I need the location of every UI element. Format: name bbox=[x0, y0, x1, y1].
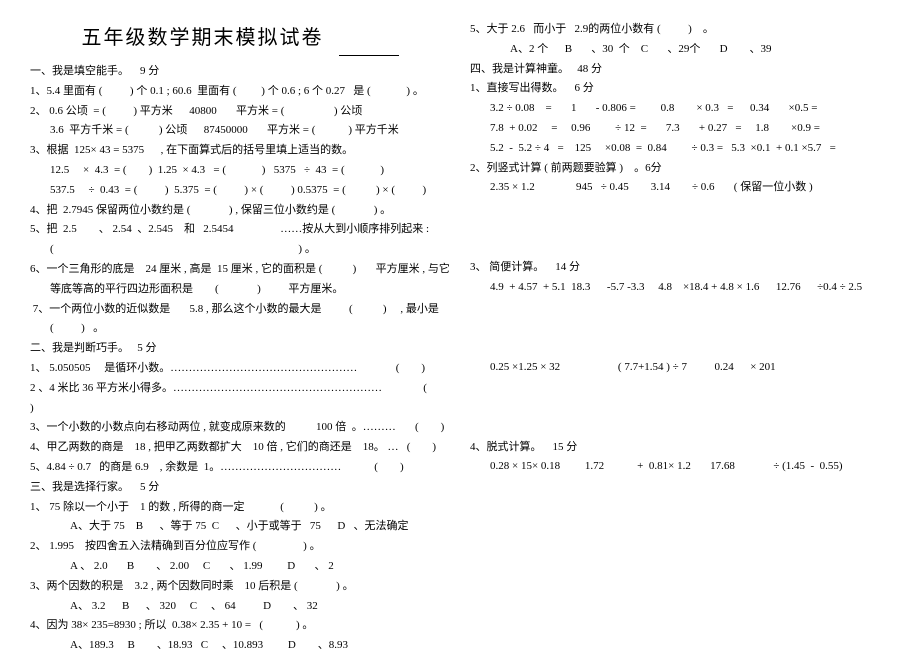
q5b: ( ) 。 bbox=[30, 240, 450, 260]
q6b: 等底等高的平行四边形面积是 ( ) 平方厘米。 bbox=[30, 280, 450, 300]
q1: 1、5.4 里面有 ( ) 个 0.1 ; 60.6 里面有 ( ) 个 0.6… bbox=[30, 82, 450, 102]
q31o: A、大于 75 B 、等于 75 C 、小于或等于 75 D 、无法确定 bbox=[30, 517, 450, 537]
q44a: 0.28 × 15× 0.18 1.72 + 0.81× 1.2 17.68 ÷… bbox=[470, 457, 890, 477]
q41: 1、直接写出得数。 6 分 bbox=[470, 79, 890, 99]
left-column: 五年级数学期末模拟试卷 一、我是填空能手。 9 分 1、5.4 里面有 ( ) … bbox=[30, 20, 450, 631]
q33o: A、 3.2 B 、 320 C 、 64 D 、 32 bbox=[30, 597, 450, 617]
q35: 5、大于 2.6 而小于 2.9的两位小数有 ( ) 。 bbox=[470, 20, 890, 40]
q41a: 3.2 ÷ 0.08 = 1 - 0.806 = 0.8 × 0.3 = 0.3… bbox=[470, 99, 890, 119]
q7b: ( ) 。 bbox=[30, 319, 450, 339]
q43a: 4.9 + 4.57 + 5.1 18.3 -5.7 -3.3 4.8 ×18.… bbox=[470, 278, 890, 298]
title-text: 五年级数学期末模拟试卷 bbox=[82, 27, 324, 49]
q22: 2 、4 米比 36 平方米小得多。………………………………………………… ( … bbox=[30, 379, 450, 419]
q34: 4、因为 38× 235=8930 ; 所以 0.38× 2.35 + 10 =… bbox=[30, 616, 450, 636]
q7: 7、一个两位小数的近似数是 5.8 , 那么这个小数的最大是 ( ) , 最小是 bbox=[30, 300, 450, 320]
section-2-header: 二、我是判断巧手。 5 分 bbox=[30, 339, 450, 359]
q3c: 537.5 ÷ 0.43 = ( ) 5.375 = ( ) × ( ) 0.5… bbox=[30, 181, 450, 201]
q33: 3、两个因数的积是 3.2 , 两个因数同时乘 10 后积是 ( ) 。 bbox=[30, 577, 450, 597]
right-column: 5、大于 2.6 而小于 2.9的两位小数有 ( ) 。 A、2 个 B 、30… bbox=[470, 20, 890, 631]
q32o: A 、 2.0 B 、 2.00 C 、 1.99 D 、 2 bbox=[30, 557, 450, 577]
q25: 5、4.84 ÷ 0.7 的商是 6.9 , 余数是 1。……………………………… bbox=[30, 458, 450, 478]
title-underline bbox=[339, 55, 399, 56]
q42a: 2.35 × 1.2 945 ÷ 0.45 3.14 ÷ 0.6 ( 保留一位小… bbox=[470, 178, 890, 198]
q2b: 3.6 平方千米 = ( ) 公顷 87450000 平方米 = ( ) 平方千… bbox=[30, 121, 450, 141]
q24: 4、甲乙两数的商是 18 , 把甲乙两数都扩大 10 倍 , 它们的商还是 18… bbox=[30, 438, 450, 458]
q41c: 5.2 - 5.2 ÷ 4 = 125 ×0.08 = 0.84 ÷ 0.3 =… bbox=[470, 139, 890, 159]
q4: 4、把 2.7945 保留两位小数约是 ( ) , 保留三位小数约是 ( ) 。 bbox=[30, 201, 450, 221]
section-3-header: 三、我是选择行家。 5 分 bbox=[30, 478, 450, 498]
q3: 3、根据 125× 43 = 5375 , 在下面算式后的括号里填上适当的数。 bbox=[30, 141, 450, 161]
q32: 2、 1.995 按四舍五入法精确到百分位应写作 ( ) 。 bbox=[30, 537, 450, 557]
section-4-header: 四、我是计算神童。 48 分 bbox=[470, 60, 890, 80]
section-1-header: 一、我是填空能手。 9 分 bbox=[30, 62, 450, 82]
section-3-cont: 5、大于 2.6 而小于 2.9的两位小数有 ( ) 。 A、2 个 B 、30… bbox=[470, 20, 890, 477]
q5: 5、把 2.5 、 2.54 、2.545 和 2.5454 ……按从大到小顺序… bbox=[30, 220, 450, 240]
q31: 1、 75 除以一个小于 1 的数 , 所得的商一定 ( ) 。 bbox=[30, 498, 450, 518]
q43: 3、 简便计算。 14 分 bbox=[470, 258, 890, 278]
q6: 6、一个三角形的底是 24 厘米 , 高是 15 厘米 , 它的面积是 ( ) … bbox=[30, 260, 450, 280]
q44: 4、脱式计算。 15 分 bbox=[470, 438, 890, 458]
q23: 3、一个小数的小数点向右移动两位 , 就变成原来数的 100 倍 。……… ( … bbox=[30, 418, 450, 438]
page-title: 五年级数学期末模拟试卷 bbox=[30, 20, 450, 56]
q34o: A、189.3 B 、18.93 C 、10.893 D 、8.93 bbox=[30, 636, 450, 656]
q42: 2、列竖式计算 ( 前两题要验算 ) 。6分 bbox=[470, 159, 890, 179]
q2: 2、 0.6 公顷 = ( ) 平方米 40800 平方米 = ( ) 公顷 bbox=[30, 102, 450, 122]
q43b: 0.25 ×1.25 × 32 ( 7.7+1.54 ) ÷ 7 0.24 × … bbox=[470, 358, 890, 378]
q3b: 12.5 × 4.3 = ( ) 1.25 × 4.3 = ( ) 5375 ÷… bbox=[30, 161, 450, 181]
section-1: 一、我是填空能手。 9 分 1、5.4 里面有 ( ) 个 0.1 ; 60.6… bbox=[30, 62, 450, 656]
q21: 1、 5.050505 是循环小数。…………………………………………… ( ) bbox=[30, 359, 450, 379]
q35o: A、2 个 B 、30 个 C 、29个 D 、39 bbox=[470, 40, 890, 60]
q41b: 7.8 + 0.02 = 0.96 ÷ 12 = 7.3 + 0.27 = 1.… bbox=[470, 119, 890, 139]
